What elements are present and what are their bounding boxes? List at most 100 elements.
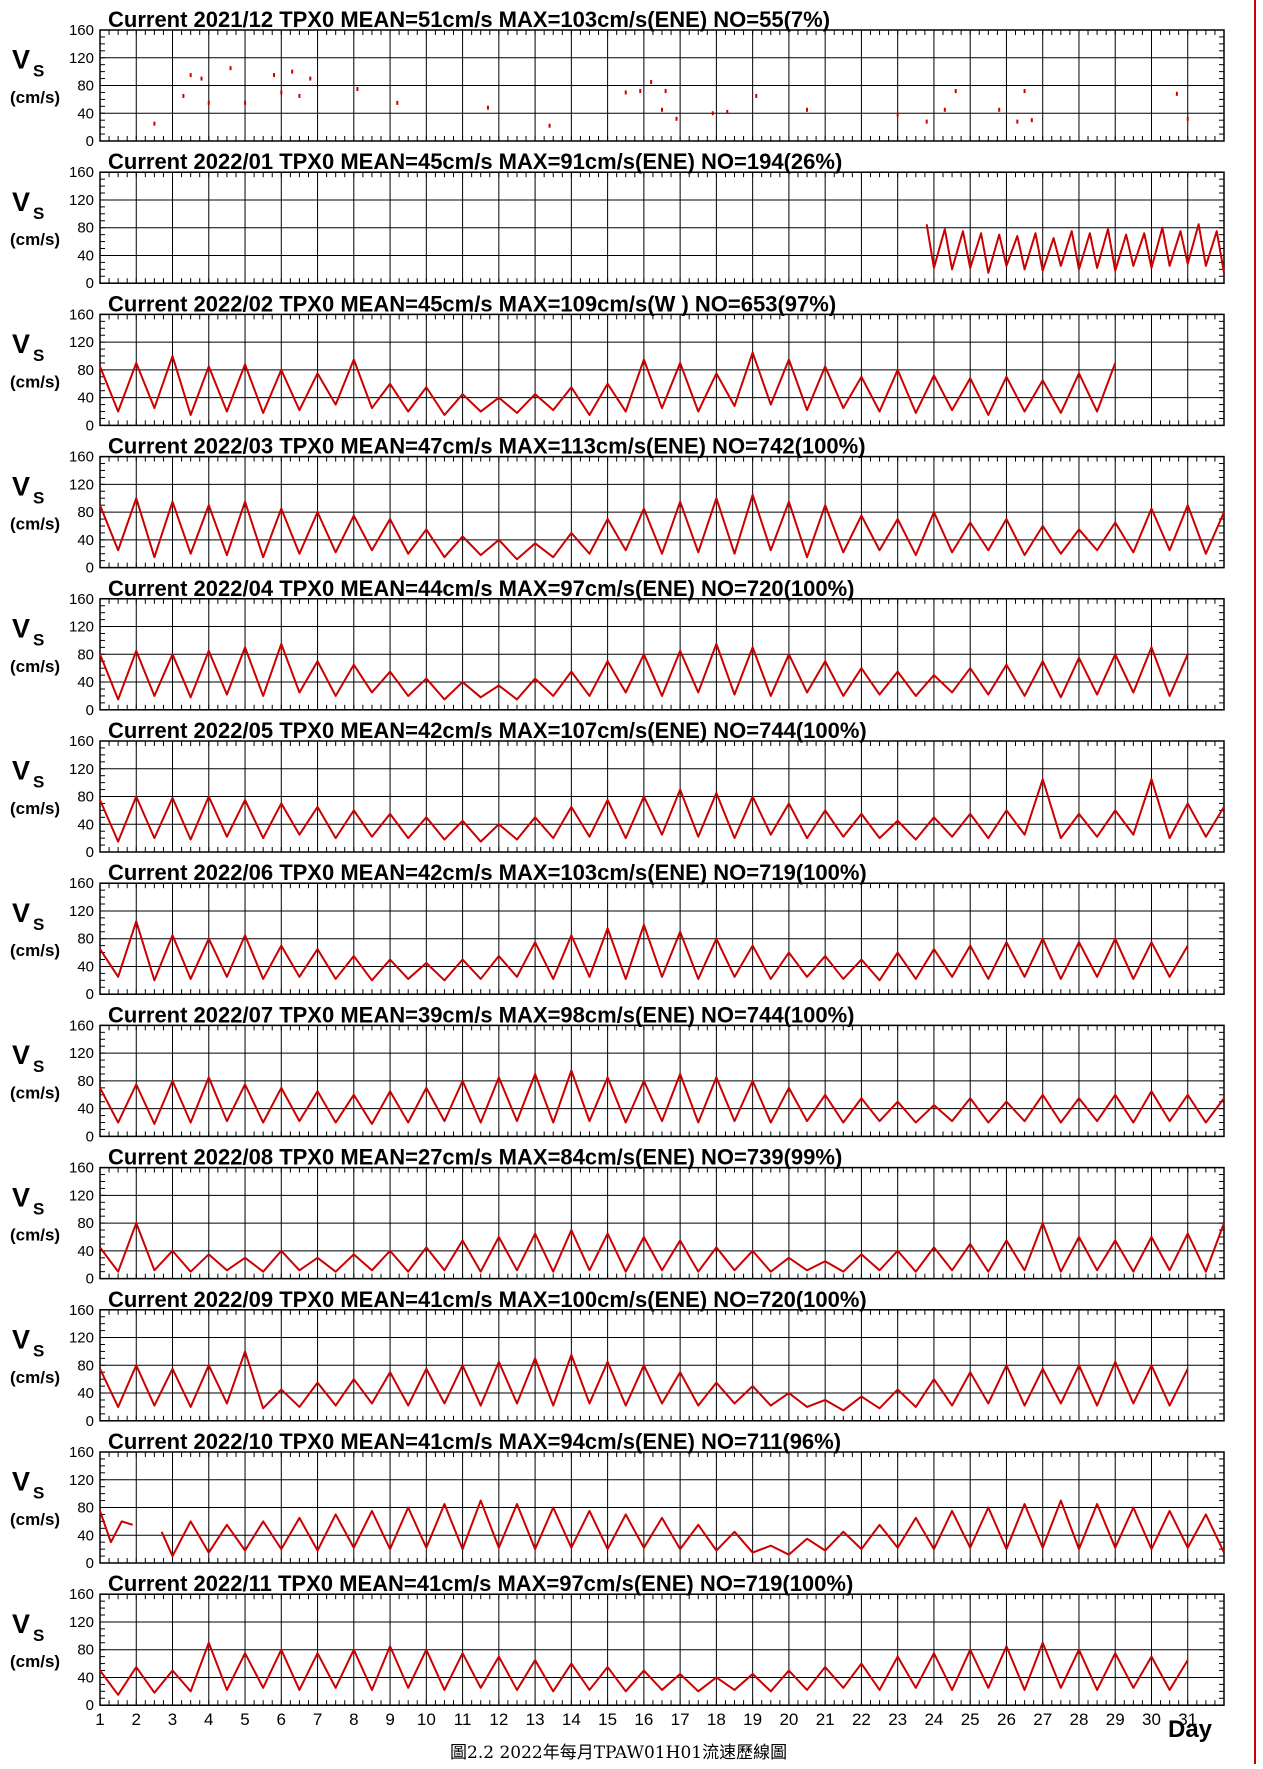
y-tick-label: 120 bbox=[69, 903, 94, 920]
y-tick-label: 0 bbox=[86, 275, 94, 292]
x-tick-label: 2 bbox=[132, 1710, 141, 1729]
y-axis-label-subscript: S bbox=[33, 488, 44, 507]
y-tick-label: 80 bbox=[77, 1215, 94, 1232]
series-line-1 bbox=[99, 642, 1189, 701]
panel-title: Current 2022/11 TPX0 MEAN=41cm/s MAX=97c… bbox=[108, 1571, 853, 1596]
figure-caption: 圖2.2 2022年每月TPAW01H01流速歷線圖 bbox=[450, 1743, 788, 1763]
y-tick-label: 0 bbox=[86, 1128, 94, 1145]
y-axis-label-subscript: S bbox=[33, 1484, 44, 1503]
panel-title: Current 2022/10 TPX0 MEAN=41cm/s MAX=94c… bbox=[108, 1429, 841, 1454]
y-axis-label: V bbox=[12, 613, 30, 643]
y-tick-label: 0 bbox=[86, 133, 94, 150]
y-tick-label: 160 bbox=[69, 733, 94, 750]
x-tick-label: 6 bbox=[277, 1710, 286, 1729]
x-axis-label: Day bbox=[1168, 1716, 1213, 1743]
series-line-2 bbox=[160, 1499, 1225, 1558]
panel-title: Current 2022/04 TPX0 MEAN=44cm/s MAX=97c… bbox=[108, 576, 855, 601]
y-tick-label: 160 bbox=[69, 591, 94, 608]
y-axis-unit: (cm/s) bbox=[10, 1368, 60, 1387]
y-tick-label: 120 bbox=[69, 1614, 94, 1631]
x-tick-label: 30 bbox=[1142, 1710, 1161, 1729]
panel-title: Current 2021/12 TPX0 MEAN=51cm/s MAX=103… bbox=[108, 7, 830, 32]
y-axis-label-subscript: S bbox=[33, 915, 44, 934]
y-tick-label: 160 bbox=[69, 306, 94, 323]
y-tick-label: 160 bbox=[69, 1444, 94, 1461]
series-line-1 bbox=[99, 920, 1189, 982]
y-tick-label: 80 bbox=[77, 220, 94, 237]
y-tick-label: 0 bbox=[86, 844, 94, 861]
y-tick-label: 160 bbox=[69, 449, 94, 466]
panel-title: Current 2022/08 TPX0 MEAN=27cm/s MAX=84c… bbox=[108, 1145, 842, 1170]
x-tick-label: 1 bbox=[95, 1710, 104, 1729]
y-axis-label-subscript: S bbox=[33, 1341, 44, 1360]
x-tick-label: 4 bbox=[204, 1710, 213, 1729]
y-tick-label: 80 bbox=[77, 789, 94, 806]
x-tick-label: 29 bbox=[1106, 1710, 1125, 1729]
plot-frame bbox=[99, 1309, 1225, 1422]
y-axis-label: V bbox=[12, 187, 30, 217]
series-line-1 bbox=[99, 1222, 1225, 1273]
panel-1: 0 40 80 120 160 V S (cm/s) Current 2021/12 TPX0 … bbox=[10, 7, 1225, 150]
y-tick-label: 120 bbox=[69, 476, 94, 493]
series-line-1 bbox=[99, 1350, 1189, 1412]
y-axis-label: V bbox=[12, 45, 30, 75]
y-axis-label-subscript: S bbox=[33, 1199, 44, 1218]
x-tick-label: 19 bbox=[743, 1710, 762, 1729]
y-tick-label: 0 bbox=[86, 1271, 94, 1288]
y-tick-label: 0 bbox=[86, 1697, 94, 1714]
y-tick-label: 80 bbox=[77, 78, 94, 95]
panel-5: 0 40 80 120 160 V S (cm/s) Current 2022/04 TPX0 … bbox=[10, 576, 1225, 719]
panel-title: Current 2022/07 TPX0 MEAN=39cm/s MAX=98c… bbox=[108, 1002, 855, 1027]
x-tick-label: 3 bbox=[168, 1710, 177, 1729]
y-axis-unit: (cm/s) bbox=[10, 1083, 60, 1102]
y-axis-unit: (cm/s) bbox=[10, 230, 60, 249]
panel-6: 0 40 80 120 160 V S (cm/s) Current 2022/05 TPX0 … bbox=[10, 718, 1225, 861]
panel-title: Current 2022/02 TPX0 MEAN=45cm/s MAX=109… bbox=[108, 291, 836, 316]
plot-frame bbox=[99, 1593, 1225, 1706]
panel-8: 0 40 80 120 160 V S (cm/s) Current 2022/07 TPX0 … bbox=[10, 1002, 1225, 1145]
y-tick-label: 40 bbox=[77, 247, 94, 264]
y-tick-label: 80 bbox=[77, 1073, 94, 1090]
y-tick-label: 160 bbox=[69, 1302, 94, 1319]
series-line-1 bbox=[925, 223, 1225, 274]
y-tick-label: 40 bbox=[77, 674, 94, 691]
y-axis-label-subscript: S bbox=[33, 62, 44, 81]
y-axis-label-subscript: S bbox=[33, 346, 44, 365]
y-tick-label: 160 bbox=[69, 1017, 94, 1034]
y-axis-label-subscript: S bbox=[33, 1057, 44, 1076]
y-tick-label: 40 bbox=[77, 532, 94, 549]
series-line-1 bbox=[99, 1641, 1189, 1696]
x-tick-label: 18 bbox=[707, 1710, 726, 1729]
series-line-1 bbox=[99, 1510, 133, 1544]
x-tick-label: 25 bbox=[961, 1710, 980, 1729]
x-tick-label: 20 bbox=[779, 1710, 798, 1729]
y-axis-unit: (cm/s) bbox=[10, 1510, 60, 1529]
y-tick-label: 40 bbox=[77, 1243, 94, 1260]
y-tick-label: 80 bbox=[77, 1357, 94, 1374]
panel-title: Current 2022/06 TPX0 MEAN=42cm/s MAX=103… bbox=[108, 860, 867, 885]
plot-frame bbox=[99, 1024, 1225, 1138]
x-tick-label: 15 bbox=[598, 1710, 617, 1729]
series-line-1 bbox=[99, 351, 1117, 416]
y-tick-label: 40 bbox=[77, 958, 94, 975]
y-axis-label-subscript: S bbox=[33, 1626, 44, 1645]
y-axis-label-subscript: S bbox=[33, 773, 44, 792]
y-axis-unit: (cm/s) bbox=[10, 1652, 60, 1671]
y-tick-label: 120 bbox=[69, 50, 94, 67]
x-tick-label: 23 bbox=[888, 1710, 907, 1729]
y-tick-label: 0 bbox=[86, 1413, 94, 1430]
y-axis-unit: (cm/s) bbox=[10, 372, 60, 391]
x-tick-label: 7 bbox=[313, 1710, 322, 1729]
series-line-1 bbox=[99, 493, 1225, 561]
y-tick-label: 120 bbox=[69, 192, 94, 209]
panel-title: Current 2022/03 TPX0 MEAN=47cm/s MAX=113… bbox=[108, 434, 866, 459]
x-tick-label: 16 bbox=[634, 1710, 653, 1729]
y-tick-label: 160 bbox=[69, 1586, 94, 1603]
plot-frame bbox=[99, 171, 1225, 284]
y-tick-label: 120 bbox=[69, 334, 94, 351]
y-axis-label-subscript: S bbox=[33, 630, 44, 649]
y-axis-label: V bbox=[12, 898, 30, 928]
x-tick-label: 5 bbox=[240, 1710, 249, 1729]
